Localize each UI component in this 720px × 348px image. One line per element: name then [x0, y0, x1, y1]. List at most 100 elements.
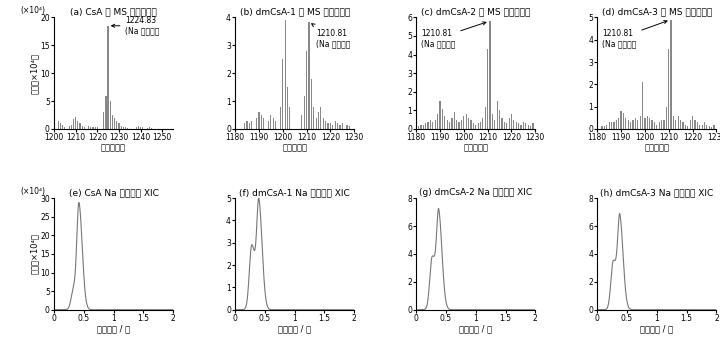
Bar [482, 118, 484, 129]
Bar [461, 120, 462, 129]
Bar [687, 126, 688, 129]
Bar [630, 122, 631, 129]
X-axis label: 質量電荷比: 質量電荷比 [463, 143, 488, 152]
Bar [666, 106, 667, 129]
Bar [149, 127, 150, 129]
Bar [119, 124, 120, 129]
Bar [670, 19, 672, 129]
Bar [701, 125, 703, 129]
Bar [711, 127, 712, 129]
Title: (f) dmCsA-1 Na 付加体の XIC: (f) dmCsA-1 Na 付加体の XIC [239, 188, 350, 197]
Bar [151, 128, 152, 129]
X-axis label: 渶出時間 / 分: 渶出時間 / 分 [640, 324, 673, 333]
Bar [618, 118, 619, 129]
Bar [127, 128, 128, 129]
Bar [289, 106, 290, 129]
Bar [494, 120, 495, 129]
Bar [642, 82, 643, 129]
Bar [430, 120, 431, 129]
Bar [313, 106, 315, 129]
Bar [437, 114, 438, 129]
Bar [504, 121, 505, 129]
Text: 1210.81
(Na 付加体）: 1210.81 (Na 付加体） [312, 24, 351, 48]
X-axis label: 渶出時間 / 分: 渶出時間 / 分 [97, 324, 130, 333]
Bar [442, 109, 443, 129]
Bar [704, 122, 705, 129]
Bar [114, 118, 115, 129]
Bar [349, 126, 350, 129]
Bar [335, 121, 336, 129]
Bar [423, 125, 424, 129]
Bar [449, 121, 450, 129]
Bar [251, 121, 253, 129]
Bar [275, 121, 276, 129]
Bar [647, 116, 648, 129]
Text: 1224.83
(Na 付加体）: 1224.83 (Na 付加体） [112, 16, 160, 35]
Bar [606, 125, 608, 129]
Bar [716, 124, 717, 129]
Bar [523, 121, 524, 129]
Bar [613, 122, 615, 129]
Bar [516, 121, 517, 129]
Bar [697, 122, 698, 129]
Bar [68, 126, 70, 129]
Bar [508, 118, 510, 129]
Bar [73, 119, 74, 129]
Bar [339, 125, 341, 129]
Bar [473, 124, 474, 129]
Bar [454, 112, 455, 129]
Bar [663, 120, 665, 129]
Bar [103, 112, 104, 129]
Bar [107, 26, 108, 129]
Bar [661, 120, 662, 129]
Bar [301, 115, 302, 129]
Title: (c) dmCsA-2 の MS スペクトル: (c) dmCsA-2 の MS スペクトル [421, 8, 531, 17]
Bar [518, 124, 519, 129]
Bar [656, 125, 657, 129]
X-axis label: 質量電荷比: 質量電荷比 [644, 143, 670, 152]
Bar [420, 125, 421, 129]
Bar [268, 121, 269, 129]
Bar [444, 116, 446, 129]
Bar [670, 19, 671, 129]
Bar [263, 118, 264, 129]
Bar [608, 122, 610, 129]
Bar [501, 118, 503, 129]
Bar [489, 21, 490, 129]
Bar [435, 120, 436, 129]
Bar [77, 121, 78, 129]
Bar [601, 126, 603, 129]
Bar [315, 118, 317, 129]
Bar [635, 118, 636, 129]
Text: (×10⁴): (×10⁴) [21, 187, 45, 196]
Bar [685, 125, 686, 129]
Bar [90, 127, 91, 129]
Bar [673, 116, 674, 129]
Bar [463, 116, 464, 129]
Bar [632, 120, 634, 129]
Bar [644, 118, 646, 129]
Bar [109, 101, 111, 129]
Bar [714, 125, 715, 129]
Bar [136, 127, 137, 129]
Title: (a) CsA の MS スペクトル: (a) CsA の MS スペクトル [70, 8, 157, 17]
Bar [249, 124, 250, 129]
Bar [649, 118, 650, 129]
Bar [456, 120, 457, 129]
Bar [96, 127, 98, 129]
Bar [532, 124, 534, 129]
Bar [499, 110, 500, 129]
Bar [466, 114, 467, 129]
Bar [451, 118, 452, 129]
Text: 1210.81
(Na 付加体）: 1210.81 (Na 付加体） [602, 21, 667, 48]
Bar [107, 26, 109, 129]
Bar [475, 125, 477, 129]
Bar [112, 115, 113, 129]
Title: (h) dmCsA-3 Na 付加体の XIC: (h) dmCsA-3 Na 付加体の XIC [600, 188, 714, 197]
Bar [530, 126, 531, 129]
Bar [708, 126, 710, 129]
Bar [147, 128, 148, 129]
Bar [706, 125, 708, 129]
Bar [258, 112, 259, 129]
Bar [492, 114, 493, 129]
